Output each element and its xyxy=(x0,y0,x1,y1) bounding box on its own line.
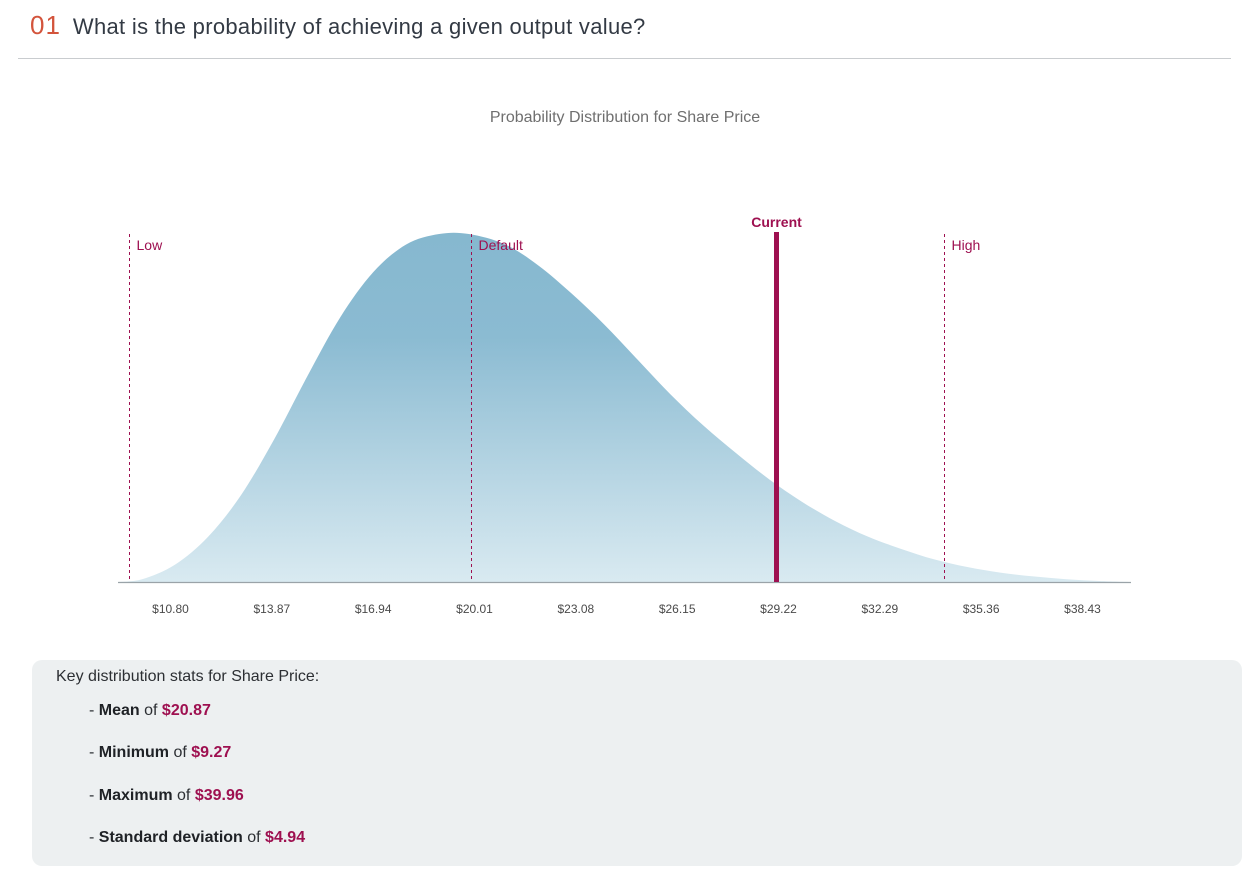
stats-panel: Key distribution stats for Share Price: … xyxy=(32,660,1242,866)
marker-label-default: Default xyxy=(479,237,523,253)
stat-label: Standard deviation xyxy=(98,829,243,846)
probability-distribution-chart: Low Default Current High $10.80 $13.87 $16.94… xyxy=(118,214,1131,616)
stat-value: $9.27 xyxy=(191,744,232,761)
stat-label: Maximum xyxy=(98,787,173,804)
stat-label: Mean xyxy=(98,702,140,719)
stat-prefix: - xyxy=(89,829,99,846)
x-tick-label: $10.80 xyxy=(152,602,189,616)
marker-label-high: High xyxy=(952,237,981,253)
header-divider xyxy=(18,58,1231,59)
x-tick-label: $32.29 xyxy=(861,602,898,616)
stat-value: $4.94 xyxy=(265,829,306,846)
x-tick-label: $26.15 xyxy=(659,602,696,616)
chart-title: Probability Distribution for Share Price xyxy=(489,109,761,126)
stat-minimum: - Minimum of $9.27 xyxy=(89,744,231,762)
stat-connector: of xyxy=(139,702,162,719)
x-tick-label: $20.01 xyxy=(456,602,493,616)
stats-title: Key distribution stats for Share Price: xyxy=(56,668,320,685)
stat-mean: - Mean of $20.87 xyxy=(89,702,211,720)
marker-label-current: Current xyxy=(751,214,802,230)
stat-prefix: - xyxy=(89,787,99,804)
stat-label: Minimum xyxy=(98,744,169,761)
density-area xyxy=(118,232,1131,582)
x-tick-label: $16.94 xyxy=(355,602,392,616)
stat-prefix: - xyxy=(89,744,99,761)
section-title: What is the probability of achieving a g… xyxy=(72,14,646,39)
stat-prefix: - xyxy=(89,702,99,719)
section-header: 01 What is the probability of achieving … xyxy=(30,10,646,41)
stat-connector: of xyxy=(169,744,192,761)
stat-connector: of xyxy=(242,829,266,846)
section-number: 01 xyxy=(30,10,61,40)
x-tick-label: $13.87 xyxy=(253,602,290,616)
x-tick-label: $38.43 xyxy=(1064,602,1101,616)
x-tick-label: $35.36 xyxy=(963,602,1000,616)
stat-value: $20.87 xyxy=(161,702,211,719)
marker-label-low: Low xyxy=(137,237,164,253)
x-tick-label: $23.08 xyxy=(557,602,594,616)
stat-standard-deviation: - Standard deviation of $4.94 xyxy=(89,829,305,847)
stat-value: $39.96 xyxy=(194,787,244,804)
stat-maximum: - Maximum of $39.96 xyxy=(89,787,244,805)
x-tick-label: $29.22 xyxy=(760,602,797,616)
stat-connector: of xyxy=(172,787,195,804)
